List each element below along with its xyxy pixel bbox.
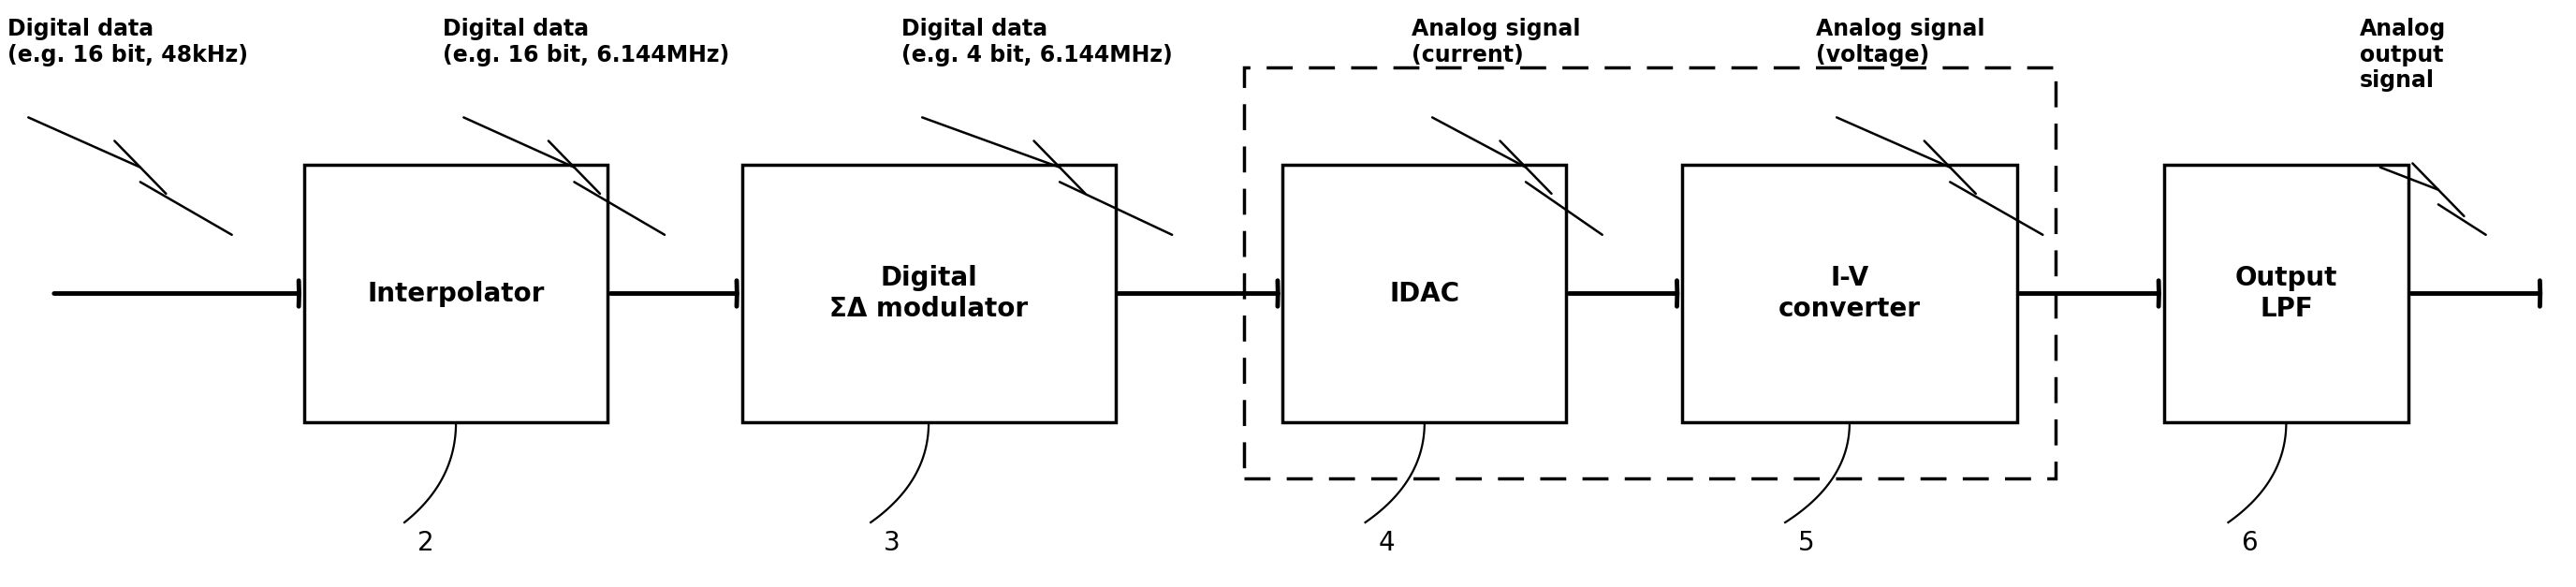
- Text: Analog
output
signal: Analog output signal: [2360, 18, 2447, 92]
- Text: 3: 3: [884, 530, 899, 556]
- Text: 6: 6: [2241, 530, 2257, 556]
- Text: Output
LPF: Output LPF: [2236, 265, 2336, 322]
- Text: 5: 5: [1798, 530, 1814, 556]
- Bar: [742, 164, 1115, 423]
- Text: 2: 2: [417, 530, 433, 556]
- Text: Interpolator: Interpolator: [368, 281, 544, 306]
- Text: Analog signal
(current): Analog signal (current): [1412, 18, 1582, 66]
- Text: I-V
converter: I-V converter: [1777, 265, 1922, 322]
- Bar: [2164, 164, 2409, 423]
- Text: Digital data
(e.g. 4 bit, 6.144MHz): Digital data (e.g. 4 bit, 6.144MHz): [902, 18, 1172, 66]
- Text: Digital data
(e.g. 16 bit, 6.144MHz): Digital data (e.g. 16 bit, 6.144MHz): [443, 18, 729, 66]
- Text: Digital
ΣΔ modulator: Digital ΣΔ modulator: [829, 265, 1028, 322]
- Bar: [1682, 164, 2017, 423]
- Text: Analog signal
(voltage): Analog signal (voltage): [1816, 18, 1986, 66]
- Bar: [1283, 164, 1566, 423]
- Bar: [1244, 68, 2056, 478]
- Text: 4: 4: [1378, 530, 1394, 556]
- Text: IDAC: IDAC: [1388, 281, 1461, 306]
- Text: Digital data
(e.g. 16 bit, 48kHz): Digital data (e.g. 16 bit, 48kHz): [8, 18, 247, 66]
- Bar: [304, 164, 608, 423]
